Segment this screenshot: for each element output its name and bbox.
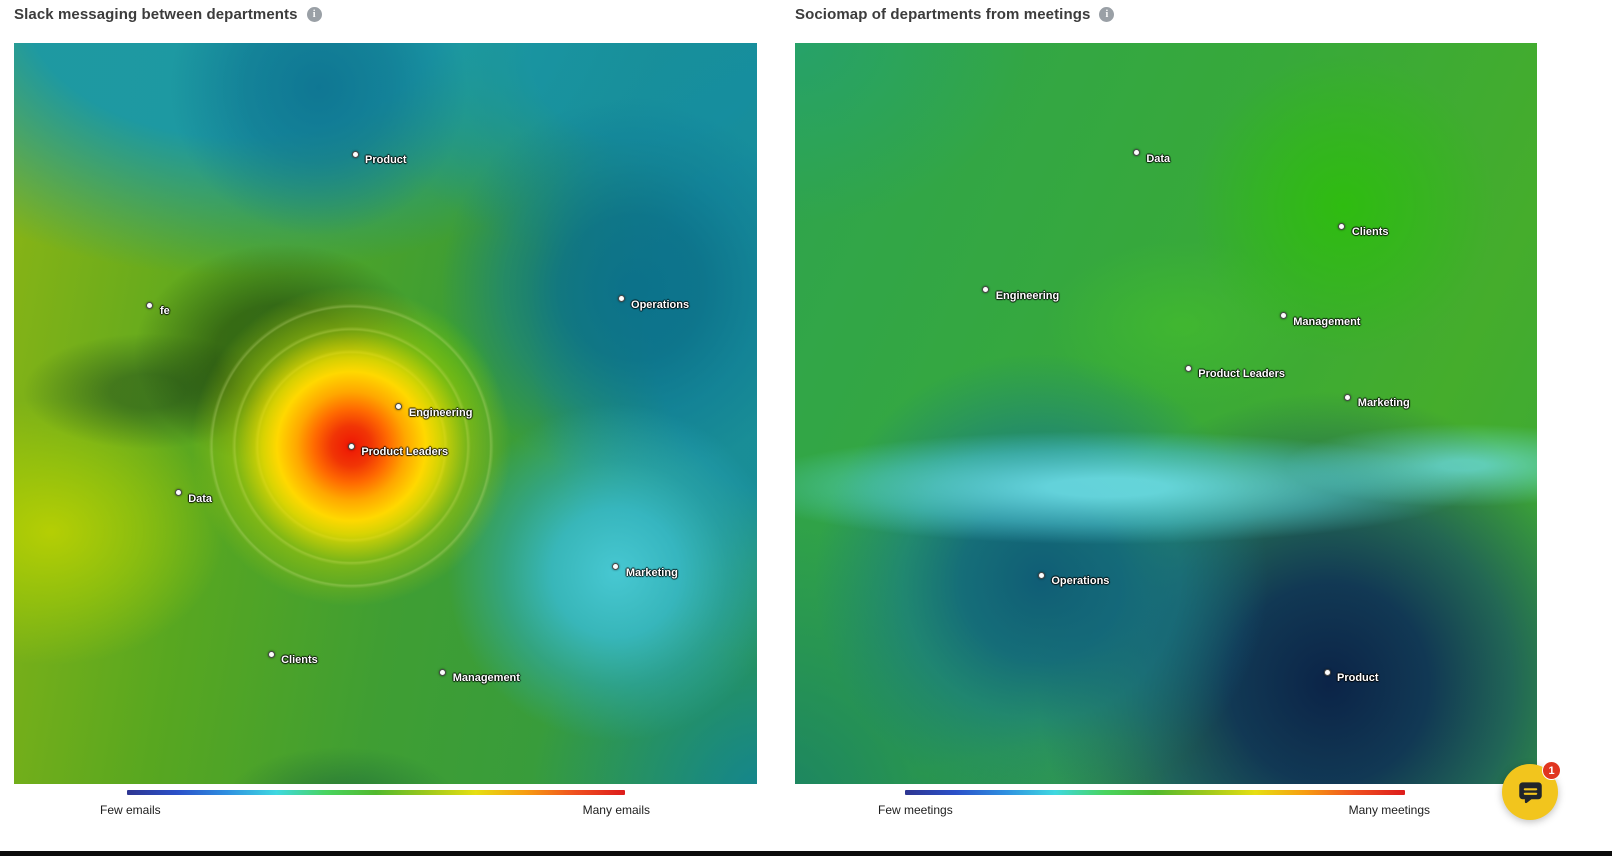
point-label: Data: [1146, 152, 1171, 165]
legend-gradient-bar: [905, 790, 1405, 795]
point-dot: [174, 489, 182, 497]
legend-meetings: Few meetings Many meetings: [878, 790, 1430, 817]
legend-min-label: Few emails: [100, 803, 161, 817]
chat-icon: [1517, 779, 1544, 806]
point-dot: [612, 563, 620, 571]
sociomap-meetings[interactable]: Data Clients Engineering Management Product …: [795, 43, 1537, 784]
sociomap-slack-messaging[interactable]: Product fe Operations Engineering Product Le…: [14, 43, 757, 784]
point-label: Engineering: [995, 289, 1060, 302]
point-label: Product: [365, 154, 407, 167]
point-dot: [1344, 393, 1352, 401]
point-dot: [617, 295, 625, 303]
point-label: fe: [159, 305, 170, 318]
chat-unread-badge: 1: [1542, 761, 1561, 780]
point-label: Operations: [631, 298, 690, 311]
point-label: Operations: [1051, 575, 1110, 588]
point-dot: [982, 286, 990, 294]
point-label: Product Leaders: [361, 446, 449, 459]
point-dot: [347, 442, 355, 450]
point-dot: [1184, 364, 1192, 372]
point-dot: [1338, 222, 1346, 230]
point-dot: [351, 150, 359, 158]
info-icon[interactable]: i: [1099, 7, 1115, 22]
legend-max-label: Many meetings: [1348, 803, 1430, 817]
point-label: Product: [1337, 672, 1379, 685]
info-icon[interactable]: i: [306, 7, 322, 22]
point-dot: [395, 403, 403, 411]
point-dot: [1323, 668, 1331, 676]
legend-max-label: Many emails: [582, 803, 650, 817]
point-label: Clients: [1351, 226, 1389, 239]
point-label: Management: [452, 672, 520, 685]
point-label: Data: [188, 492, 213, 505]
window-bottom-edge: [0, 851, 1612, 856]
point-dot: [1279, 312, 1287, 320]
point-label: Management: [1293, 315, 1361, 328]
point-dot: [1037, 571, 1045, 579]
page-title-meetings: Sociomap of departments from meetings: [795, 6, 1091, 23]
point-dot: [267, 650, 275, 658]
panel-header-meetings: Sociomap of departments from meetings i: [795, 6, 1115, 23]
point-label: Clients: [281, 654, 318, 667]
point-label: Engineering: [408, 406, 473, 419]
point-dot: [439, 668, 447, 676]
chat-launcher-button[interactable]: 1: [1502, 761, 1561, 820]
point-label: Marketing: [1357, 397, 1410, 410]
legend-gradient-bar: [127, 790, 625, 795]
panel-header-slack: Slack messaging between departments i: [14, 6, 322, 23]
legend-slack: Few emails Many emails: [100, 790, 650, 817]
point-label: Product Leaders: [1198, 368, 1286, 381]
point-dot: [146, 301, 154, 309]
point-dot: [1132, 149, 1140, 157]
point-label: Marketing: [625, 566, 678, 579]
page-title-slack: Slack messaging between departments: [14, 6, 298, 23]
legend-min-label: Few meetings: [878, 803, 953, 817]
